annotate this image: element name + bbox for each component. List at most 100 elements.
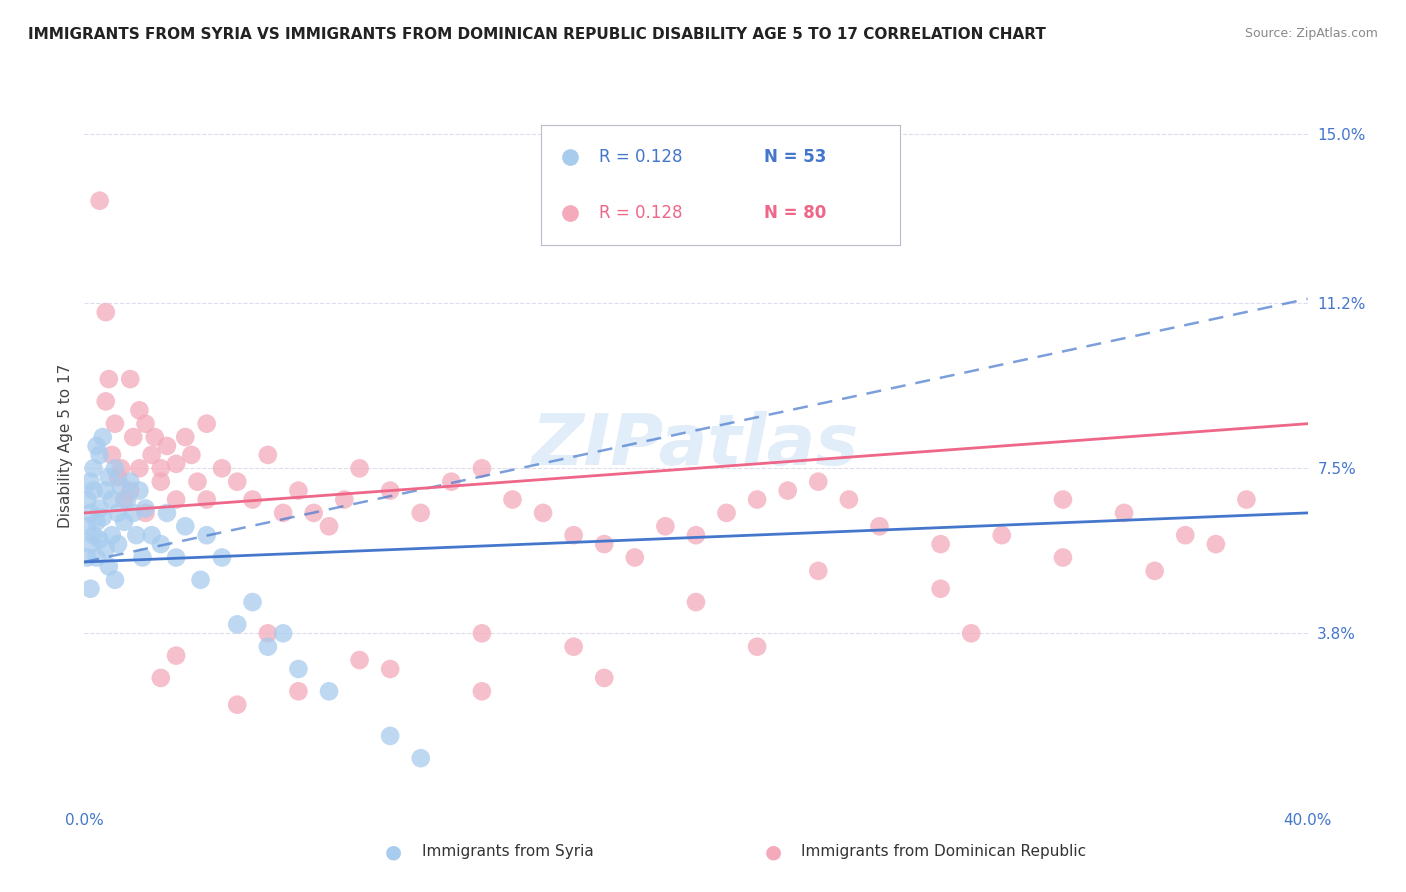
Point [174,519,197,533]
Point [318,684,340,698]
Point [128,461,150,475]
Point [135,417,157,431]
Point [333,492,356,507]
Point [79,506,101,520]
Point [101,492,124,507]
Point [110,479,132,493]
Point [149,475,172,489]
Point [471,461,494,475]
Point [89,533,111,547]
Point [107,470,129,484]
Point [242,492,264,507]
Point [929,582,952,596]
Point [271,626,294,640]
Point [122,506,145,520]
Point [1174,528,1197,542]
Point [112,492,135,507]
Point [120,372,142,386]
Text: Immigrants from Syria: Immigrants from Syria [422,845,593,859]
Point [104,573,127,587]
Text: IMMIGRANTS FROM SYRIA VS IMMIGRANTS FROM DOMINICAN REPUBLIC DISABILITY AGE 5 TO : IMMIGRANTS FROM SYRIA VS IMMIGRANTS FROM… [28,27,1046,42]
Point [531,506,554,520]
Point [593,671,616,685]
Point [149,461,172,475]
Point [141,448,163,462]
Point [287,483,309,498]
Point [960,626,983,640]
Point [165,550,187,565]
Point [226,475,249,489]
Point [257,640,280,654]
Point [91,430,114,444]
Point [107,506,129,520]
Point [97,372,120,386]
Point [685,595,707,609]
Point [165,492,187,507]
Point [195,417,218,431]
Point [101,528,124,542]
Point [1052,550,1074,565]
Point [94,541,117,556]
Y-axis label: Disability Age 5 to 17: Disability Age 5 to 17 [58,364,73,528]
Point [380,483,402,498]
Point [115,492,138,507]
Text: Source: ZipAtlas.com: Source: ZipAtlas.com [1244,27,1378,40]
Point [226,698,249,712]
Point [97,559,120,574]
Text: ●: ● [385,842,402,862]
Point [211,550,233,565]
Point [807,564,830,578]
Point [135,506,157,520]
Point [211,461,233,475]
Point [624,550,647,565]
Point [76,550,98,565]
Text: N = 80: N = 80 [763,203,825,222]
Point [120,475,142,489]
Point [165,457,187,471]
Point [685,528,707,542]
Point [79,537,101,551]
Point [128,403,150,417]
Point [807,475,830,489]
Point [929,537,952,551]
Point [101,448,124,462]
Point [776,483,799,498]
Text: N = 53: N = 53 [763,148,825,167]
Point [654,519,676,533]
Point [94,394,117,409]
Point [1205,537,1227,551]
Point [257,626,280,640]
Point [562,640,585,654]
Point [83,461,105,475]
Point [226,617,249,632]
Point [271,506,294,520]
Point [380,662,402,676]
Point [869,519,891,533]
Point [1234,492,1257,507]
Point [195,492,218,507]
Point [991,528,1014,542]
Point [120,483,142,498]
Point [174,430,197,444]
Text: ●: ● [765,842,782,862]
Point [562,528,585,542]
Point [1052,492,1074,507]
Point [76,492,98,507]
Point [349,461,371,475]
Point [502,492,524,507]
Point [409,506,432,520]
Point [747,492,769,507]
Point [149,537,172,551]
Point [79,582,101,596]
Point [76,519,98,533]
Point [125,528,148,542]
Point [1143,564,1166,578]
Point [156,439,179,453]
Point [86,550,108,565]
Point [89,501,111,516]
Point [1114,506,1136,520]
Point [79,475,101,489]
Point [380,729,402,743]
Point [83,528,105,542]
Point [242,595,264,609]
